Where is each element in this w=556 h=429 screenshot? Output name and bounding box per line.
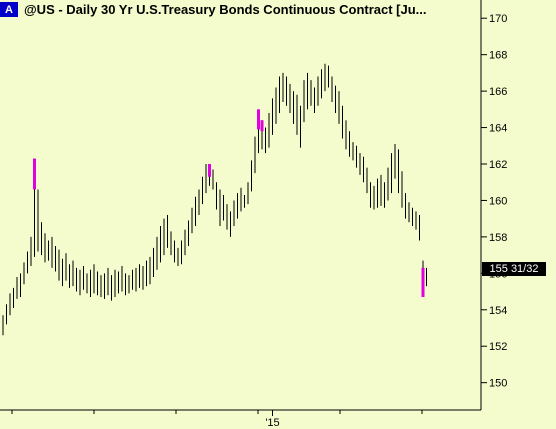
highlight-bar bbox=[421, 267, 425, 298]
highlight-bar bbox=[260, 120, 264, 132]
y-tick-label: 154 bbox=[489, 305, 507, 317]
y-tick-label: 168 bbox=[489, 50, 507, 62]
y-tick-label: 170 bbox=[489, 13, 507, 25]
highlight-bar bbox=[33, 158, 36, 190]
last-price-label: 155 31/32 bbox=[482, 262, 546, 276]
y-tick-label: 152 bbox=[489, 341, 507, 353]
chart-badge[interactable]: A bbox=[0, 2, 18, 17]
highlight-bar bbox=[257, 109, 260, 130]
y-tick-label: 160 bbox=[489, 195, 507, 207]
y-tick-label: 158 bbox=[489, 232, 507, 244]
highlight-marks bbox=[33, 109, 425, 298]
y-axis-ticks: 150152154156158160162164166168170 bbox=[481, 13, 507, 390]
x-tick-label: '15 bbox=[265, 417, 279, 429]
x-axis-ticks: '15 bbox=[11, 410, 423, 429]
chart-title: @US - Daily 30 Yr U.S.Treasury Bonds Con… bbox=[24, 2, 427, 17]
y-tick-label: 162 bbox=[489, 159, 507, 171]
y-tick-label: 166 bbox=[489, 86, 507, 98]
price-bars bbox=[2, 63, 427, 336]
y-tick-label: 164 bbox=[489, 123, 507, 135]
y-tick-label: 150 bbox=[489, 378, 507, 390]
highlight-bar bbox=[208, 164, 211, 177]
